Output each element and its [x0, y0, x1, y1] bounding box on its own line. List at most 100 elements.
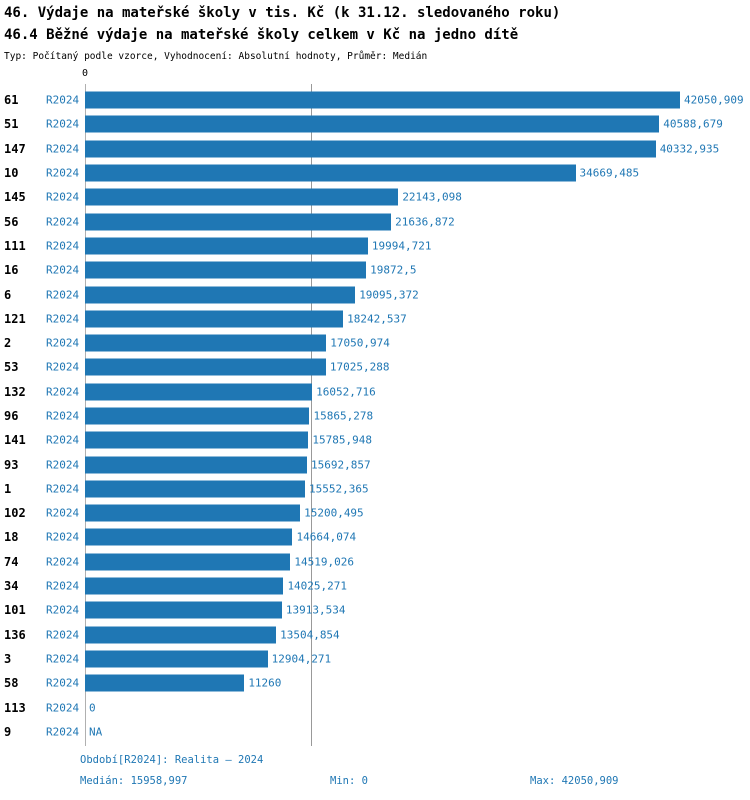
- row-bar-area: 19994,721: [85, 237, 680, 255]
- bar-row: 74 R2024 14519,026: [0, 550, 750, 574]
- row-id-label: 136: [4, 627, 26, 642]
- chart-title: 46. Výdaje na mateřské školy v tis. Kč (…: [4, 5, 561, 21]
- row-bar-area: 15865,278: [85, 407, 680, 425]
- row-value-label: 42050,909: [684, 93, 744, 107]
- footer-max-info: Max: 42050,909: [530, 775, 619, 787]
- row-period-label: R2024: [46, 385, 80, 399]
- row-value-label: 40588,679: [663, 117, 723, 131]
- bar-row: 102 R2024 15200,495: [0, 501, 750, 525]
- bar-row: 3 R2024 12904,271: [0, 647, 750, 671]
- value-bar: [85, 650, 268, 668]
- row-value-label: 14519,026: [294, 555, 355, 569]
- row-period-label: R2024: [46, 360, 80, 374]
- value-bar: [85, 601, 282, 619]
- value-bar: [85, 577, 284, 595]
- row-period-label: R2024: [46, 701, 80, 715]
- row-period-label: R2024: [46, 652, 80, 666]
- row-id-label: 113: [4, 700, 26, 715]
- row-value-label: 11260: [248, 676, 282, 690]
- row-period-label: R2024: [46, 239, 80, 253]
- bar-row: 9 R2024 NA: [0, 720, 750, 744]
- row-bar-area: 18242,537: [85, 310, 680, 328]
- row-bar-area: 17025,288: [85, 358, 680, 376]
- value-bar: [85, 480, 306, 498]
- row-id-label: 18: [4, 530, 19, 545]
- bar-row: 53 R2024 17025,288: [0, 355, 750, 379]
- bar-row: 96 R2024 15865,278: [0, 404, 750, 428]
- bar-row: 6 R2024 19095,372: [0, 282, 750, 306]
- row-id-label: 147: [4, 141, 26, 156]
- row-value-label: 15692,857: [311, 458, 371, 472]
- row-value-label: 13913,534: [285, 603, 346, 617]
- value-bar: [85, 261, 367, 279]
- row-bar-area: 34669,485: [85, 164, 680, 182]
- row-period-label: R2024: [46, 190, 80, 204]
- row-value-label: 15865,278: [313, 409, 374, 423]
- value-bar: [85, 140, 656, 158]
- value-bar: [85, 553, 291, 571]
- row-bar-area: 15692,857: [85, 456, 680, 474]
- row-period-label: R2024: [46, 312, 80, 326]
- value-bar: [85, 626, 277, 644]
- bar-row: 145 R2024 22143,098: [0, 185, 750, 209]
- row-bar-area: 14025,271: [85, 577, 680, 595]
- row-bar-area: 0: [85, 699, 680, 716]
- row-value-label: 13504,854: [280, 628, 340, 642]
- row-value-label: 15200,495: [304, 506, 364, 520]
- row-period-label: R2024: [46, 93, 80, 107]
- bar-row: 51 R2024 40588,679: [0, 112, 750, 136]
- bar-row: 132 R2024 16052,716: [0, 380, 750, 404]
- row-id-label: 6: [4, 287, 12, 302]
- row-bar-area: 15200,495: [85, 504, 680, 522]
- bar-row: 18 R2024 14664,074: [0, 525, 750, 549]
- row-id-label: 10: [4, 166, 19, 181]
- footer-min-info: Min: 0: [330, 775, 368, 787]
- row-value-label: 15785,948: [312, 433, 372, 447]
- row-value-label: 18242,537: [347, 312, 407, 326]
- row-id-label: 51: [4, 117, 19, 132]
- chart-rows: 61 R2024 42050,909 51 R2024 40588,679 14…: [0, 88, 750, 744]
- row-bar-area: 19095,372: [85, 286, 680, 304]
- row-period-label: R2024: [46, 215, 80, 229]
- row-period-label: R2024: [46, 676, 80, 690]
- row-id-label: 61: [4, 93, 19, 108]
- row-period-label: R2024: [46, 166, 80, 180]
- row-period-label: R2024: [46, 263, 80, 277]
- row-period-label: R2024: [46, 433, 80, 447]
- value-bar: [85, 91, 680, 109]
- value-bar: [85, 407, 310, 425]
- value-bar: [85, 188, 399, 206]
- bar-row: 10 R2024 34669,485: [0, 161, 750, 185]
- row-value-label: 17025,288: [329, 360, 390, 374]
- bar-row: 1 R2024 15552,365: [0, 477, 750, 501]
- bar-row: 136 R2024 13504,854: [0, 623, 750, 647]
- row-id-label: 141: [4, 433, 26, 448]
- bar-row: 147 R2024 40332,935: [0, 137, 750, 161]
- row-bar-area: 14519,026: [85, 553, 680, 571]
- row-bar-area: 13913,534: [85, 601, 680, 619]
- value-bar: [85, 504, 301, 522]
- row-value-label: 22143,098: [402, 190, 462, 204]
- value-bar: [85, 674, 245, 692]
- row-bar-area: 21636,872: [85, 213, 680, 231]
- bar-chart: 0 61 R2024 42050,909 51 R2024 40588,679 …: [0, 66, 750, 750]
- bar-row: 56 R2024 21636,872: [0, 209, 750, 233]
- value-bar: [85, 358, 326, 376]
- value-bar: [85, 213, 392, 231]
- bar-row: 121 R2024 18242,537: [0, 307, 750, 331]
- bar-row: 34 R2024 14025,271: [0, 574, 750, 598]
- row-id-label: 111: [4, 238, 26, 253]
- row-id-label: 101: [4, 603, 26, 618]
- row-bar-area: 40332,935: [85, 140, 719, 158]
- row-bar-area: NA: [85, 723, 680, 740]
- row-bar-area: 16052,716: [85, 383, 680, 401]
- row-id-label: 3: [4, 651, 12, 666]
- value-bar: [85, 528, 293, 546]
- row-period-label: R2024: [46, 628, 80, 642]
- row-period-label: R2024: [46, 603, 80, 617]
- chart-meta-line: Typ: Počítaný podle vzorce, Vyhodnocení:…: [4, 51, 428, 62]
- row-value-label: NA: [89, 725, 103, 739]
- row-id-label: 34: [4, 579, 19, 594]
- value-bar: [85, 334, 327, 352]
- bar-row: 16 R2024 19872,5: [0, 258, 750, 282]
